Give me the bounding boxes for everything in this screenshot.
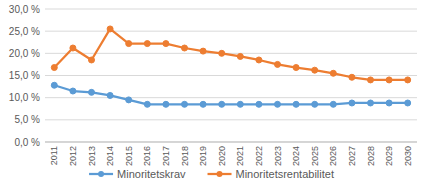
legend-item: Minoritetsrentabilitet — [208, 168, 334, 180]
x-tick-label: 2030 — [403, 146, 413, 166]
x-tick-label: 2025 — [310, 146, 320, 166]
series-marker — [89, 89, 95, 95]
series-marker — [144, 101, 150, 107]
y-tick-label: 30,0 % — [9, 4, 40, 15]
series-marker — [312, 67, 318, 73]
series-marker — [107, 26, 113, 32]
series-marker — [70, 45, 76, 51]
y-tick-label: 15,0 % — [9, 70, 40, 81]
legend-label: Minoritetsrentabilitet — [236, 168, 334, 180]
x-tick-label: 2011 — [49, 146, 59, 165]
y-tick-label: 5,0 % — [14, 114, 40, 125]
series-marker — [163, 101, 169, 107]
grid-line — [45, 119, 417, 120]
series-line — [54, 29, 407, 80]
legend: Minoritetskrav Minoritetsrentabilitet — [89, 168, 334, 180]
legend-marker — [217, 171, 223, 177]
series-marker — [182, 101, 188, 107]
x-tick-label: 2020 — [217, 146, 227, 166]
x-tick-label: 2022 — [254, 146, 264, 166]
series-marker — [256, 57, 262, 63]
series-marker — [275, 101, 281, 107]
series-marker — [256, 101, 262, 107]
grid-line — [45, 53, 417, 54]
series-marker — [405, 77, 411, 83]
series-marker — [144, 41, 150, 47]
series-marker — [349, 100, 355, 106]
series-marker — [386, 100, 392, 106]
series-marker — [237, 101, 243, 107]
y-tick-label: 0,0 % — [14, 137, 40, 148]
x-tick-label: 2017 — [161, 146, 171, 166]
series-marker — [349, 74, 355, 80]
series-marker — [200, 48, 206, 54]
y-tick-label: 25,0 % — [9, 26, 40, 37]
legend-item: Minoritetskrav — [89, 168, 186, 180]
series-marker — [330, 70, 336, 76]
y-tick-label: 20,0 % — [9, 48, 40, 59]
series-marker — [330, 101, 336, 107]
x-tick-label: 2021 — [235, 146, 245, 166]
series-marker — [237, 53, 243, 59]
series-marker — [51, 65, 57, 71]
series-marker — [219, 50, 225, 56]
x-axis — [45, 142, 417, 143]
x-tick-label: 2016 — [142, 146, 152, 166]
x-tick-label: 2015 — [124, 146, 134, 166]
series-marker — [368, 100, 374, 106]
series-marker — [107, 92, 113, 98]
series-marker — [219, 101, 225, 107]
series-marker — [163, 41, 169, 47]
grid-line — [45, 75, 417, 76]
x-tick-label: 2026 — [328, 146, 338, 166]
x-tick-label: 2029 — [384, 146, 394, 166]
x-tick-label: 2024 — [291, 146, 301, 166]
series-marker — [51, 82, 57, 88]
grid — [45, 9, 417, 142]
x-tick-label: 2028 — [366, 146, 376, 166]
x-tick-label: 2027 — [347, 146, 357, 166]
y-tick-label: 10,0 % — [9, 92, 40, 103]
x-tick-label: 2013 — [87, 146, 97, 166]
legend-label: Minoritetskrav — [117, 168, 186, 180]
grid-line — [45, 9, 417, 10]
x-tick-label: 2018 — [180, 146, 190, 166]
grid-line — [45, 142, 417, 143]
series-marker — [275, 61, 281, 67]
series-marker — [126, 97, 132, 103]
grid-line — [45, 97, 417, 98]
series-marker — [182, 45, 188, 51]
x-tick-label: 2014 — [105, 146, 115, 166]
x-tick-label: 2023 — [273, 146, 283, 166]
legend-marker — [98, 171, 104, 177]
series-marker — [70, 88, 76, 94]
series-marker — [405, 100, 411, 106]
x-tick-label: 2012 — [68, 146, 78, 166]
series-marker — [368, 77, 374, 83]
series-group — [51, 26, 410, 107]
series-marker — [293, 101, 299, 107]
series-marker — [89, 57, 95, 63]
series-marker — [126, 41, 132, 47]
series-marker — [386, 77, 392, 83]
grid-line — [45, 31, 417, 32]
series-marker — [312, 101, 318, 107]
x-tick-label: 2019 — [198, 146, 208, 166]
series-marker — [200, 101, 206, 107]
series-marker — [293, 65, 299, 71]
chart: 0,0 % 5,0 % 10,0 % 15,0 % 20,0 % 25,0 % 30,0 %… — [0, 0, 425, 182]
